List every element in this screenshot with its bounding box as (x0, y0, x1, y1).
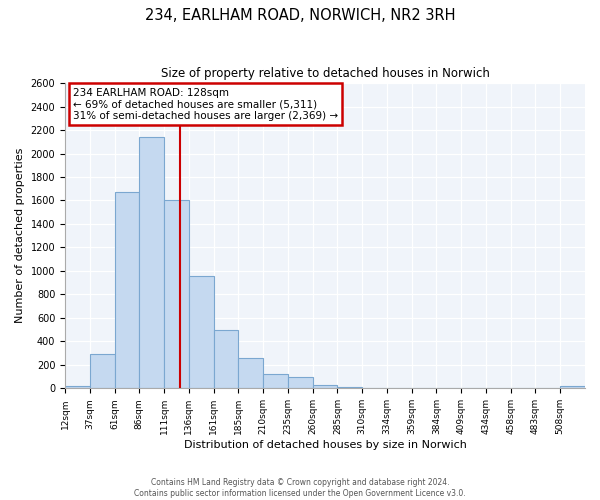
Text: 234 EARLHAM ROAD: 128sqm
← 69% of detached houses are smaller (5,311)
31% of sem: 234 EARLHAM ROAD: 128sqm ← 69% of detach… (73, 88, 338, 121)
Text: 234, EARLHAM ROAD, NORWICH, NR2 3RH: 234, EARLHAM ROAD, NORWICH, NR2 3RH (145, 8, 455, 22)
Bar (214, 330, 238, 388)
Bar (288, 377, 313, 388)
X-axis label: Distribution of detached houses by size in Norwich: Distribution of detached houses by size … (184, 440, 466, 450)
Bar (263, 374, 288, 388)
Y-axis label: Number of detached properties: Number of detached properties (15, 148, 25, 324)
Bar (164, 200, 189, 388)
Bar (65, 386, 90, 388)
Title: Size of property relative to detached houses in Norwich: Size of property relative to detached ho… (161, 68, 490, 80)
Bar (238, 358, 263, 388)
Bar (313, 385, 337, 388)
Bar (139, 137, 164, 388)
Text: Contains HM Land Registry data © Crown copyright and database right 2024.
Contai: Contains HM Land Registry data © Crown c… (134, 478, 466, 498)
Bar (115, 192, 139, 388)
Bar (189, 276, 214, 388)
Bar (560, 386, 585, 388)
Bar (337, 386, 362, 388)
Bar (90, 354, 115, 388)
